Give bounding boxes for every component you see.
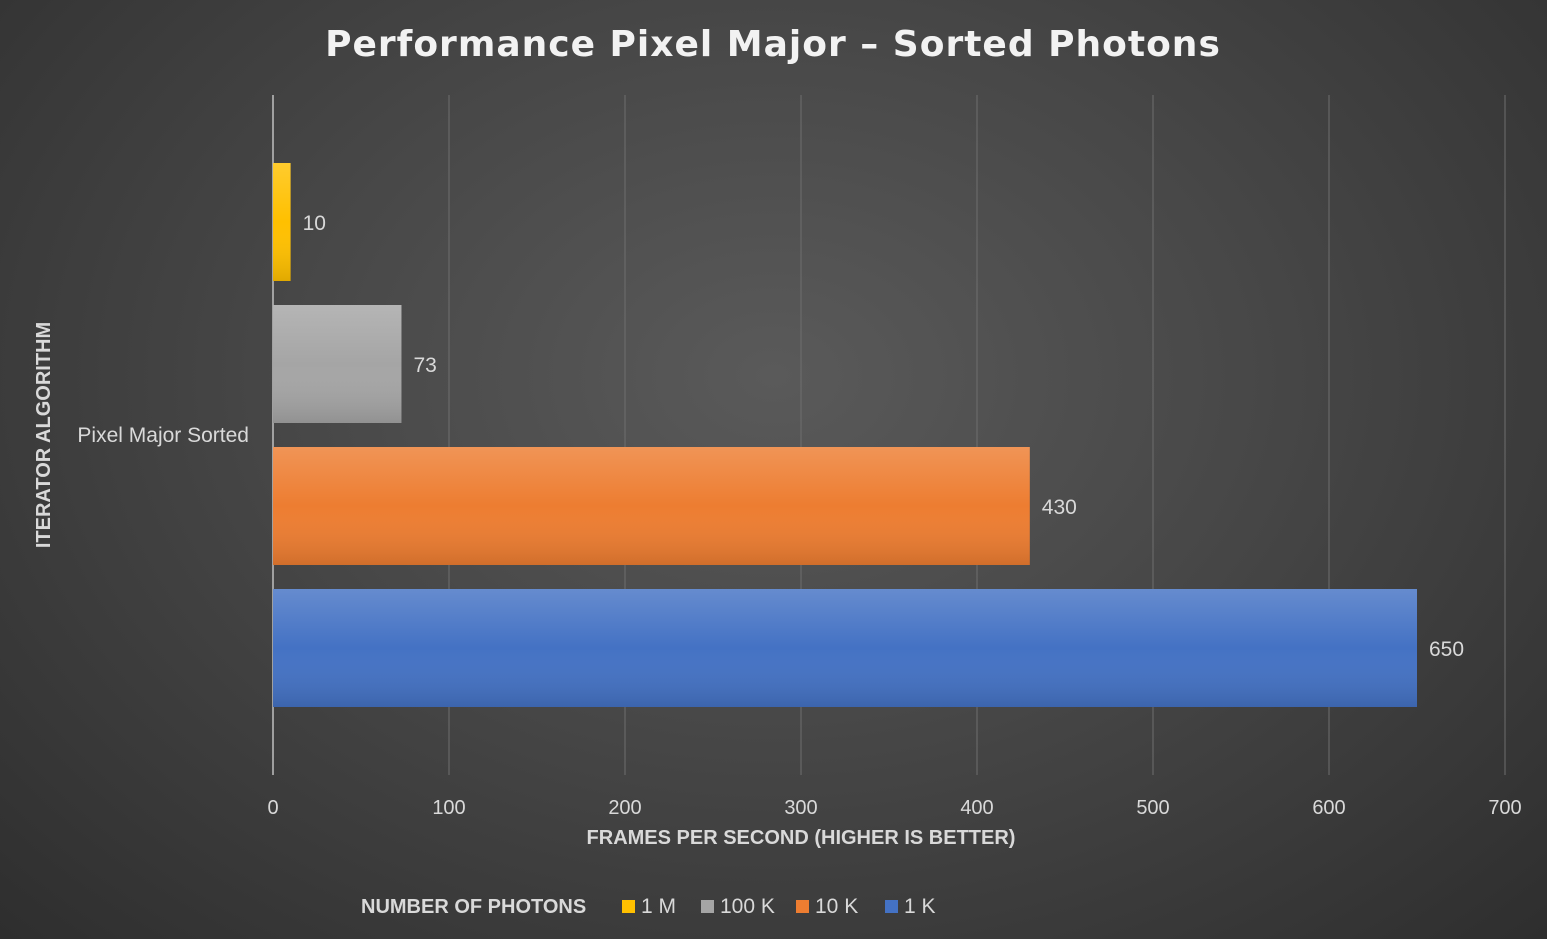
bar-shading xyxy=(273,447,1030,565)
data-label: 430 xyxy=(1042,496,1077,519)
x-tick-label: 0 xyxy=(267,797,278,819)
legend-entry: 100 K xyxy=(720,895,775,918)
data-label: 650 xyxy=(1429,638,1464,661)
x-tick-label: 300 xyxy=(784,797,817,819)
x-tick-label: 500 xyxy=(1136,797,1169,819)
y-axis-title: ITERATOR ALGORITHM xyxy=(33,322,55,548)
bars: 10 73 430 650 xyxy=(273,163,1464,707)
legend-entry: 10 K xyxy=(815,895,858,918)
x-tick-label: 200 xyxy=(608,797,641,819)
legend-swatch xyxy=(885,900,898,913)
x-tick-label: 700 xyxy=(1488,797,1521,819)
legend-title: NUMBER OF PHOTONS xyxy=(361,896,586,918)
x-tick-label: 100 xyxy=(432,797,465,819)
legend-entry: 1 K xyxy=(904,895,936,918)
legend-swatch xyxy=(622,900,635,913)
legend-entry: 1 M xyxy=(641,895,676,918)
bar-shading xyxy=(273,163,291,281)
x-axis-title: FRAMES PER SECOND (HIGHER IS BETTER) xyxy=(587,827,1016,849)
legend-swatch xyxy=(701,900,714,913)
x-tick-label: 600 xyxy=(1312,797,1345,819)
legend-swatch xyxy=(796,900,809,913)
bar-shading xyxy=(273,305,402,423)
legend: NUMBER OF PHOTONS 1 M 100 K 10 K 1 K xyxy=(361,895,936,918)
x-tick-label: 400 xyxy=(960,797,993,819)
data-label: 10 xyxy=(303,212,326,235)
x-axis-ticks: 0 100 200 300 400 500 600 700 xyxy=(267,797,1521,819)
chart-title: Performance Pixel Major – Sorted Photons xyxy=(325,24,1221,65)
bar-shading xyxy=(273,589,1417,707)
data-label: 73 xyxy=(413,354,436,377)
category-label: Pixel Major Sorted xyxy=(77,424,249,447)
